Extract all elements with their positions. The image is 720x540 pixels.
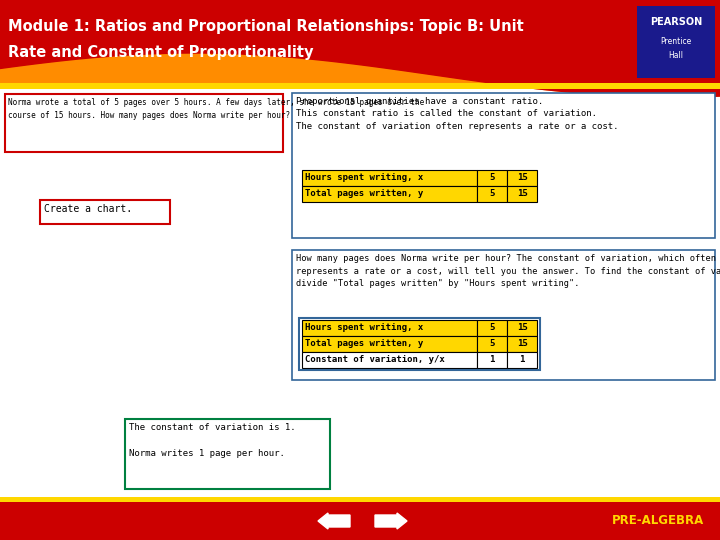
Text: Norma wrote a total of 5 pages over 5 hours. A few days later, she wrote 15 page: Norma wrote a total of 5 pages over 5 ho… (8, 98, 424, 119)
Text: Prentice: Prentice (660, 37, 692, 46)
Text: 1: 1 (490, 355, 495, 364)
Bar (0, 83, 720, 89)
FancyBboxPatch shape (507, 352, 537, 368)
Text: 15: 15 (517, 190, 527, 199)
Text: Hours spent writing, x: Hours spent writing, x (305, 323, 423, 333)
FancyBboxPatch shape (507, 170, 537, 186)
Bar (0, 0, 720, 83)
Text: 5: 5 (490, 190, 495, 199)
Text: PRE-ALGEBRA: PRE-ALGEBRA (612, 515, 704, 528)
Bar (0, 502, 720, 540)
FancyBboxPatch shape (40, 200, 170, 224)
FancyBboxPatch shape (477, 170, 507, 186)
Text: Module 1: Ratios and Proportional Relationships: Topic B: Unit: Module 1: Ratios and Proportional Relati… (8, 18, 523, 33)
FancyBboxPatch shape (302, 352, 477, 368)
Text: 15: 15 (517, 340, 527, 348)
Text: Proportional quantities have a constant ratio.
This constant ratio is called the: Proportional quantities have a constant … (296, 97, 618, 131)
Text: 5: 5 (490, 173, 495, 183)
Bar (637, 6, 715, 78)
FancyBboxPatch shape (507, 320, 537, 336)
Text: Total pages written, y: Total pages written, y (305, 190, 423, 199)
FancyBboxPatch shape (477, 352, 507, 368)
FancyArrow shape (318, 513, 350, 529)
Text: Total pages written, y: Total pages written, y (305, 340, 423, 348)
FancyArrow shape (375, 513, 407, 529)
Text: PEARSON: PEARSON (650, 17, 702, 27)
Text: Constant of variation, y/x: Constant of variation, y/x (305, 355, 445, 364)
Text: 1: 1 (519, 355, 525, 364)
FancyBboxPatch shape (507, 336, 537, 352)
FancyBboxPatch shape (477, 336, 507, 352)
Text: 15: 15 (517, 323, 527, 333)
FancyBboxPatch shape (292, 250, 715, 380)
FancyBboxPatch shape (302, 336, 477, 352)
Text: 15: 15 (517, 173, 527, 183)
FancyBboxPatch shape (5, 94, 283, 152)
Bar (0, 497, 720, 502)
FancyBboxPatch shape (292, 93, 715, 238)
Polygon shape (0, 53, 720, 97)
Text: The constant of variation is 1.

Norma writes 1 page per hour.: The constant of variation is 1. Norma wr… (129, 423, 296, 458)
FancyBboxPatch shape (125, 419, 330, 489)
FancyBboxPatch shape (302, 186, 477, 202)
Text: 5: 5 (490, 323, 495, 333)
FancyBboxPatch shape (477, 320, 507, 336)
Polygon shape (0, 0, 720, 97)
FancyBboxPatch shape (507, 186, 537, 202)
Text: 5: 5 (490, 340, 495, 348)
FancyBboxPatch shape (477, 186, 507, 202)
FancyBboxPatch shape (302, 320, 477, 336)
Text: Create a chart.: Create a chart. (44, 204, 132, 214)
FancyBboxPatch shape (302, 170, 477, 186)
Text: Hours spent writing, x: Hours spent writing, x (305, 173, 423, 183)
Text: Hall: Hall (668, 51, 683, 60)
Text: Rate and Constant of Proportionality: Rate and Constant of Proportionality (8, 44, 313, 59)
Text: How many pages does Norma write per hour? The constant of variation, which often: How many pages does Norma write per hour… (296, 254, 720, 288)
